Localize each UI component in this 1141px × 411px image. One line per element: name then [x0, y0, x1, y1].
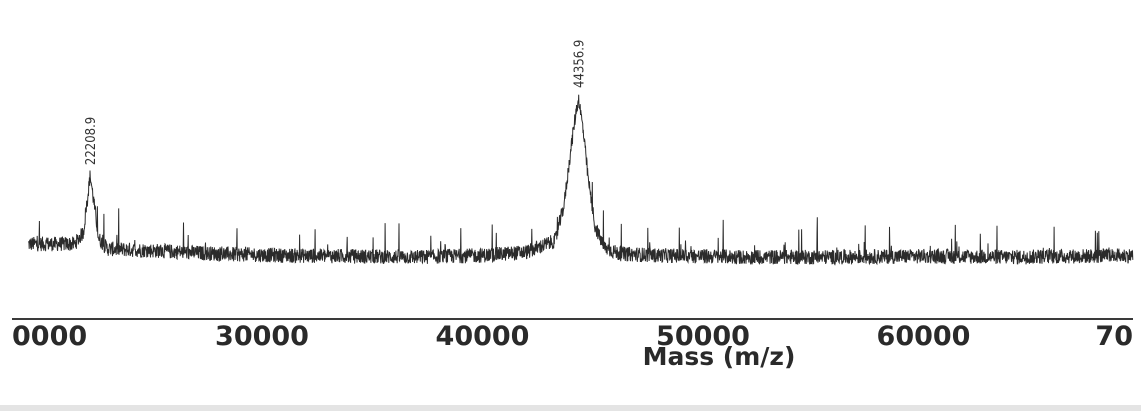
x-axis-title: Mass (m/z)	[643, 342, 796, 371]
x-tick-label-2: 40000	[436, 321, 530, 352]
x-tick-labels: 0000 30000 40000 50000 60000 70	[12, 321, 1133, 352]
x-tick-label-5: 70	[1095, 321, 1133, 352]
x-tick-label-1: 30000	[215, 321, 309, 352]
x-tick-label-4: 60000	[877, 321, 971, 352]
spectrum-trace	[27, 94, 1134, 266]
peak-label-0: 22208.9	[84, 117, 99, 165]
peak-label-1: 44356.9	[573, 40, 588, 88]
scan-edge-artifact	[0, 405, 1141, 411]
x-tick-label-3: 50000	[656, 321, 750, 352]
peak-labels: 22208.9 44356.9	[84, 40, 587, 165]
spectrum-trace-layer	[27, 94, 1134, 266]
x-tick-label-0: 0000	[12, 321, 87, 352]
